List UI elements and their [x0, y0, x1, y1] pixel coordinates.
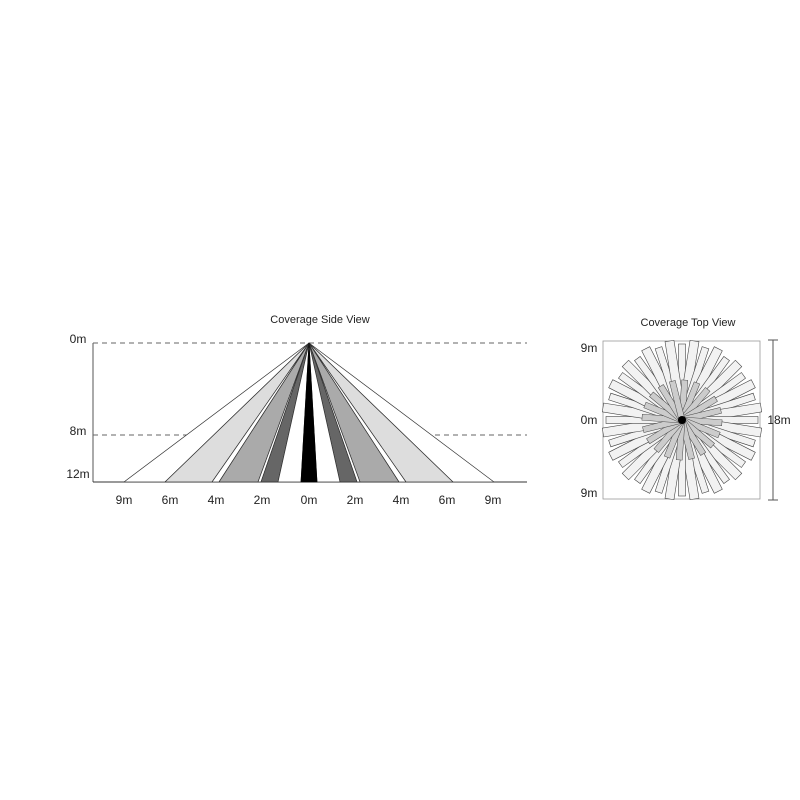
distance-label: 6m [162, 493, 179, 507]
beam [300, 342, 318, 483]
side-view: Coverage Side View 0m 8m 12m 9m 6m 4m 2m 0m 2m 4m… [66, 314, 527, 507]
distance-label: 9m [116, 493, 133, 507]
top-view: Coverage Top View 18m 9m 0m 9m [581, 317, 791, 501]
distance-label: 4m [208, 493, 225, 507]
sensor [678, 416, 686, 424]
distance-label: 2m [254, 493, 271, 507]
distance-label: 4m [393, 493, 410, 507]
coverage-frame [602, 340, 761, 500]
distance-label: 9m [485, 493, 502, 507]
distance-label: 0m [301, 493, 318, 507]
side-label: 0m [581, 413, 598, 427]
span-label: 18m [767, 413, 790, 427]
distance-label: 6m [439, 493, 456, 507]
top-title: Coverage Top View [641, 317, 736, 329]
height-label: 0m [70, 332, 87, 346]
side-title: Coverage Side View [270, 314, 370, 326]
side-label: 9m [581, 486, 598, 500]
distance-label: 2m [347, 493, 364, 507]
height-label: 12m [66, 467, 89, 481]
height-label: 8m [70, 424, 87, 438]
side-label: 9m [581, 341, 598, 355]
